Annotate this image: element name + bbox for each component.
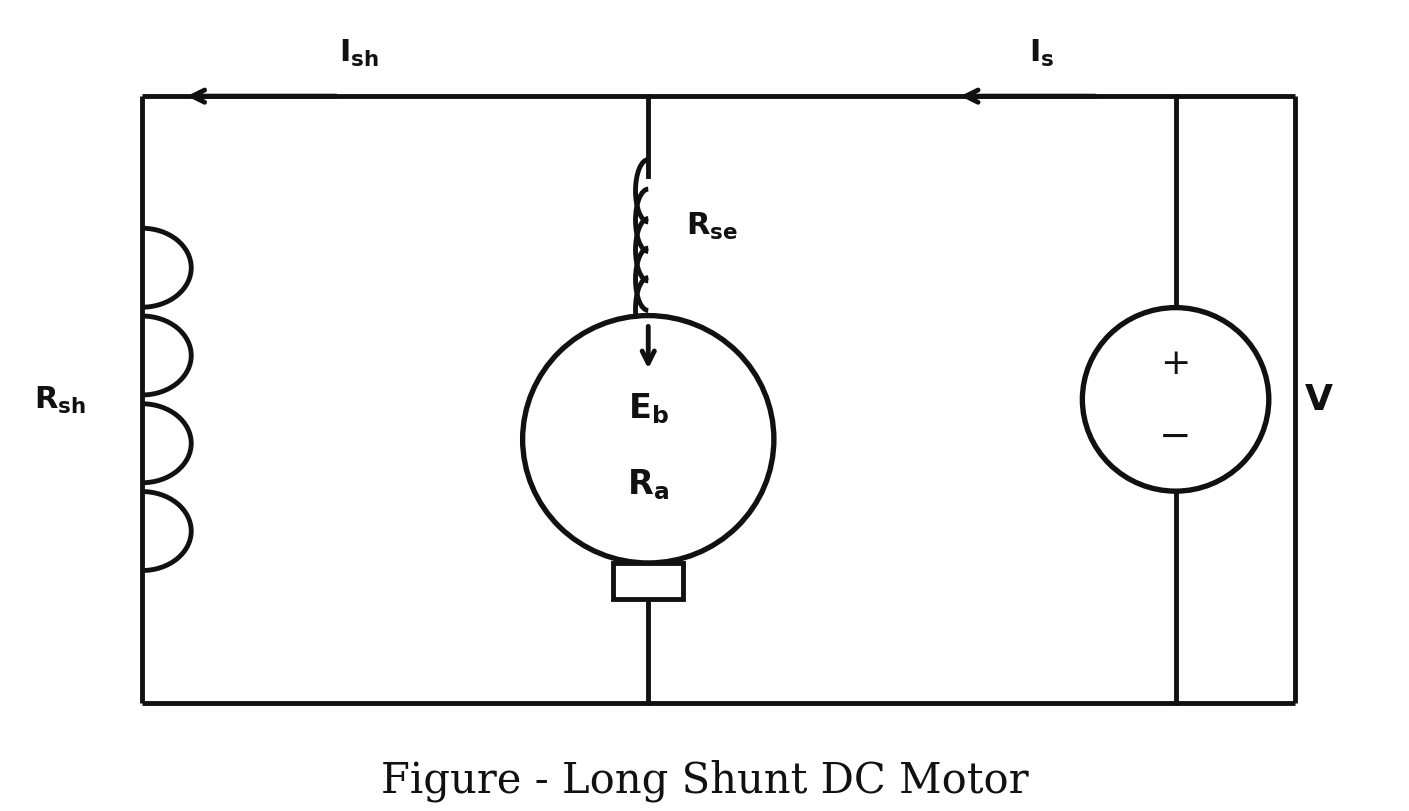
Text: $\mathbf{R_{se}}$: $\mathbf{R_{se}}$ [686, 211, 738, 242]
Text: $\mathbf{V}$: $\mathbf{V}$ [1303, 383, 1334, 417]
Text: −: − [1160, 418, 1192, 455]
Text: $\mathbf{R_a}$: $\mathbf{R_a}$ [627, 466, 669, 501]
Text: +: + [1161, 346, 1191, 380]
Text: $\mathbf{E_b}$: $\mathbf{E_b}$ [628, 391, 669, 425]
Bar [613, 564, 683, 599]
Text: $\mathbf{I_{sh}}$: $\mathbf{I_{sh}}$ [340, 38, 379, 69]
Text: +: + [700, 375, 726, 406]
Circle shape [1082, 308, 1268, 491]
Text: $\mathbf{R_{sh}}$: $\mathbf{R_{sh}}$ [34, 384, 86, 415]
Text: $\mathbf{I_a}$: $\mathbf{I_a}$ [596, 333, 623, 363]
Circle shape [523, 316, 774, 564]
Text: Figure - Long Shunt DC Motor: Figure - Long Shunt DC Motor [380, 758, 1029, 801]
Text: $\mathbf{I_s}$: $\mathbf{I_s}$ [1030, 38, 1055, 69]
Bar [613, 372, 683, 408]
